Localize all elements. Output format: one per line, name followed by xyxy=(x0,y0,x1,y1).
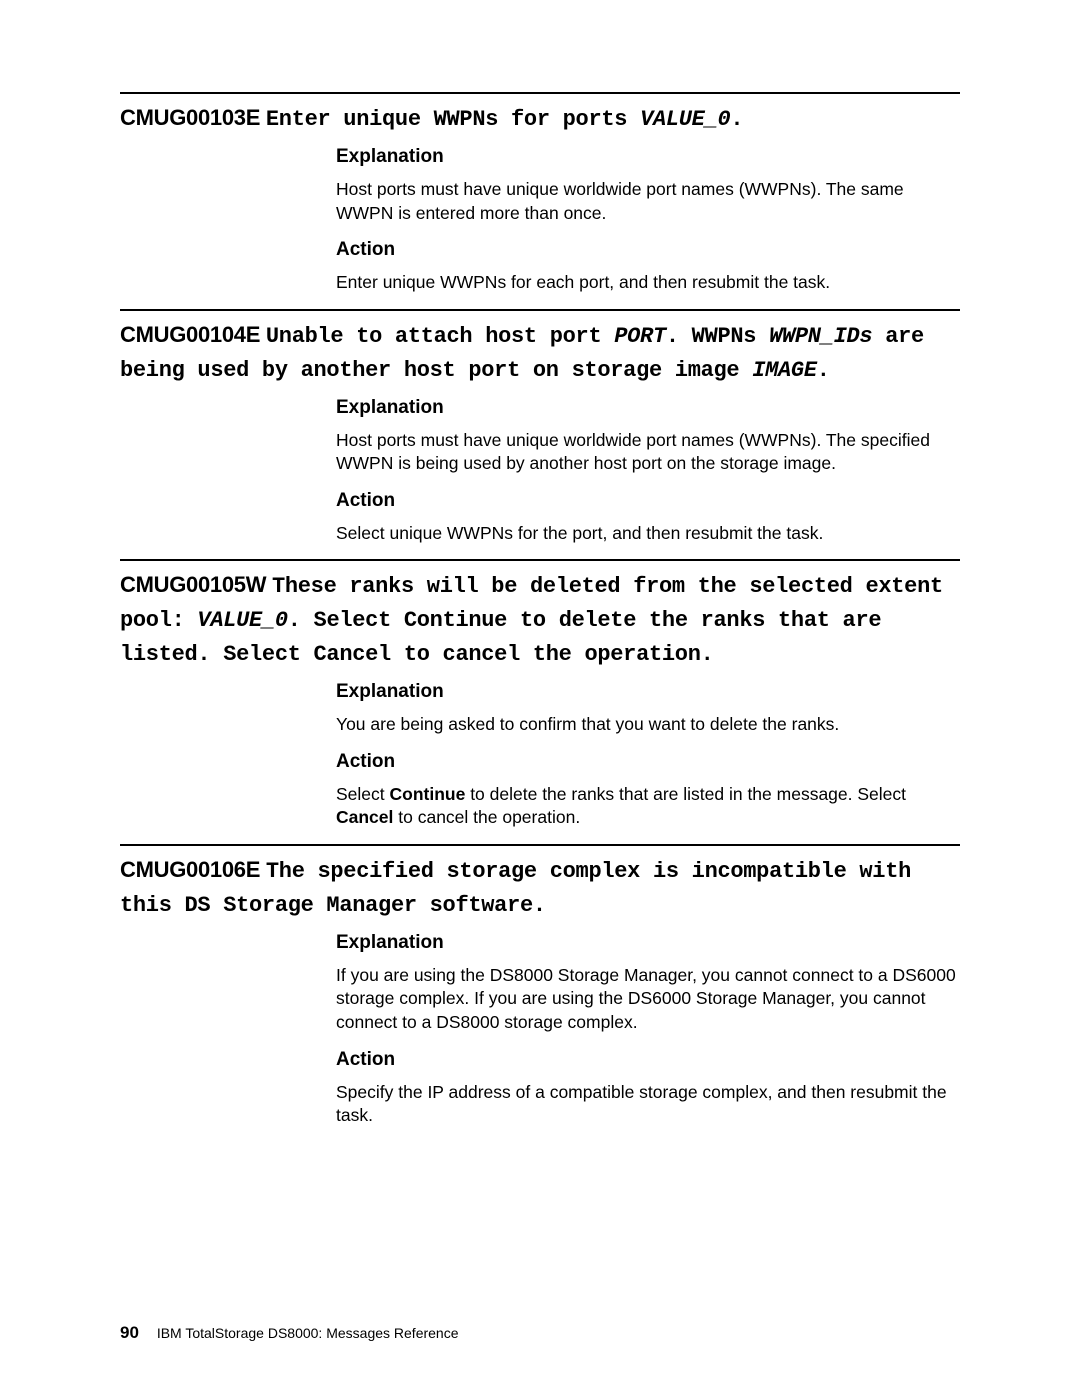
message-title-post: . xyxy=(817,358,830,383)
action-body: Enter unique WWPNs for each port, and th… xyxy=(336,271,960,295)
message-title-mid: . WWPNs xyxy=(666,324,769,349)
explanation-body: Host ports must have unique worldwide po… xyxy=(336,429,960,476)
explanation-body: You are being asked to confirm that you … xyxy=(336,713,960,737)
action-heading: Action xyxy=(336,490,960,512)
message-block: CMUG00103E Enter unique WWPNs for ports … xyxy=(120,92,960,295)
action-text-pre: Select xyxy=(336,784,390,804)
message-variable: IMAGE xyxy=(752,358,817,383)
message-code: CMUG00106E xyxy=(120,857,260,882)
message-block: CMUG00105W These ranks will be deleted f… xyxy=(120,559,960,830)
action-section: Action Select unique WWPNs for the port,… xyxy=(120,490,960,546)
message-title-post: . xyxy=(730,107,743,132)
message-header: CMUG00105W These ranks will be deleted f… xyxy=(120,569,960,671)
action-section: Action Enter unique WWPNs for each port,… xyxy=(120,239,960,295)
explanation-heading: Explanation xyxy=(336,397,960,419)
message-code: CMUG00103E xyxy=(120,105,260,130)
action-body: Select Continue to delete the ranks that… xyxy=(336,783,960,830)
action-bold-cancel: Cancel xyxy=(336,807,393,827)
action-section: Action Specify the IP address of a compa… xyxy=(120,1049,960,1128)
explanation-heading: Explanation xyxy=(336,681,960,703)
action-section: Action Select Continue to delete the ran… xyxy=(120,751,960,830)
action-heading: Action xyxy=(336,751,960,773)
message-variable: WWPN_IDs xyxy=(769,324,872,349)
explanation-heading: Explanation xyxy=(336,146,960,168)
footer-page-number: 90 xyxy=(120,1323,139,1342)
action-heading: Action xyxy=(336,1049,960,1071)
message-variable: VALUE_0 xyxy=(197,608,287,633)
action-text-mid: to delete the ranks that are listed in t… xyxy=(465,784,906,804)
message-block: CMUG00106E The specified storage complex… xyxy=(120,844,960,1128)
explanation-section: Explanation Host ports must have unique … xyxy=(120,146,960,225)
message-variable: PORT xyxy=(614,324,666,349)
action-body: Specify the IP address of a compatible s… xyxy=(336,1081,960,1128)
message-block: CMUG00104E Unable to attach host port PO… xyxy=(120,309,960,546)
message-title-pre: Unable to attach host port xyxy=(266,324,614,349)
message-header: CMUG00104E Unable to attach host port PO… xyxy=(120,319,960,387)
explanation-heading: Explanation xyxy=(336,932,960,954)
explanation-section: Explanation Host ports must have unique … xyxy=(120,397,960,476)
message-variable: VALUE_0 xyxy=(640,107,730,132)
message-title-pre: Enter unique WWPNs for ports xyxy=(266,107,640,132)
message-code: CMUG00105W xyxy=(120,572,266,597)
footer-text: IBM TotalStorage DS8000: Messages Refere… xyxy=(157,1325,459,1341)
action-text-post: to cancel the operation. xyxy=(393,807,580,827)
action-heading: Action xyxy=(336,239,960,261)
action-body: Select unique WWPNs for the port, and th… xyxy=(336,522,960,546)
explanation-section: Explanation You are being asked to confi… xyxy=(120,681,960,737)
page-footer: 90 IBM TotalStorage DS8000: Messages Ref… xyxy=(120,1323,459,1343)
message-code: CMUG00104E xyxy=(120,322,260,347)
message-header: CMUG00103E Enter unique WWPNs for ports … xyxy=(120,102,960,136)
explanation-body: If you are using the DS8000 Storage Mana… xyxy=(336,964,960,1035)
action-bold-continue: Continue xyxy=(390,784,466,804)
explanation-body: Host ports must have unique worldwide po… xyxy=(336,178,960,225)
message-header: CMUG00106E The specified storage complex… xyxy=(120,854,960,922)
explanation-section: Explanation If you are using the DS8000 … xyxy=(120,932,960,1035)
